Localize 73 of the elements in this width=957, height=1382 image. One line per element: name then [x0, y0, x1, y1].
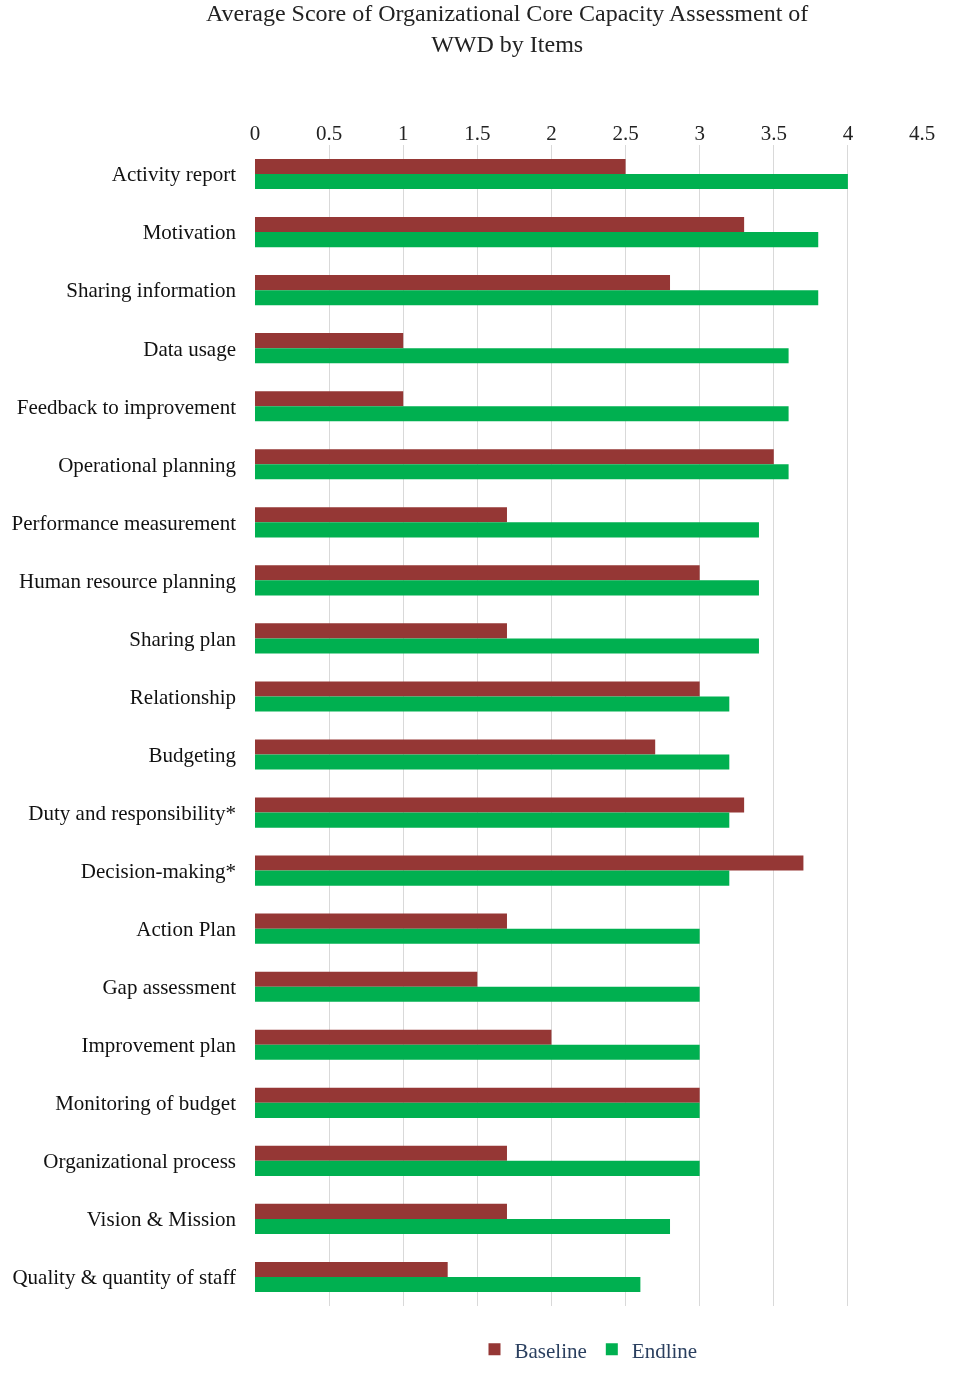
y-tick-label: Duty and responsibility*	[28, 800, 236, 825]
bar	[255, 1087, 700, 1103]
bar	[255, 232, 819, 248]
y-tick-label: Sharing plan	[129, 626, 237, 651]
bar	[255, 1276, 641, 1293]
y-tick-label: Vision & Mission	[86, 1207, 237, 1232]
bar	[255, 174, 848, 190]
bar	[255, 1145, 507, 1161]
bar	[255, 1102, 700, 1118]
x-tick-label: 3.5	[760, 120, 787, 145]
bar	[255, 348, 789, 364]
bar	[255, 1160, 700, 1176]
bar	[255, 1261, 448, 1277]
bar	[255, 507, 507, 523]
bar	[255, 391, 404, 407]
bar	[255, 565, 700, 581]
chart-title: Average Score of Organizational Core Capacity Assessment of WWD by Items	[206, 0, 809, 57]
bar	[255, 1218, 671, 1235]
bar	[255, 696, 730, 712]
bar	[255, 928, 700, 944]
y-tick-label: Human resource planning	[19, 568, 237, 593]
y-tick-label: Relationship	[129, 684, 236, 709]
y-tick-label: Monitoring of budget	[55, 1091, 237, 1116]
bar	[255, 797, 745, 813]
bar	[255, 870, 730, 886]
legend-label: Baseline	[514, 1338, 587, 1363]
bar	[255, 986, 700, 1002]
bar	[255, 623, 507, 639]
bar	[255, 449, 774, 465]
y-tick-label: Organizational process	[43, 1149, 236, 1174]
y-tick-label: Action Plan	[136, 917, 237, 942]
bar	[255, 638, 759, 654]
y-tick-label: Quality & quantity of staff	[12, 1265, 236, 1290]
y-tick-label: Data usage	[143, 336, 236, 361]
x-tick-label: 0.5	[315, 120, 343, 145]
bar	[255, 580, 759, 596]
x-tick-label: 0	[249, 120, 261, 145]
bar	[255, 290, 819, 306]
bar	[255, 1203, 507, 1219]
y-tick-label: Budgeting	[148, 742, 237, 767]
bar	[255, 158, 626, 175]
bar	[255, 464, 789, 480]
y-tick-label: Feedback to improvement	[16, 394, 237, 419]
bar	[255, 216, 745, 233]
y-tick-label: Sharing information	[66, 278, 237, 303]
x-tick-label: 4	[842, 120, 854, 145]
bar	[255, 1029, 552, 1045]
y-tick-label: Performance measurement	[11, 510, 237, 535]
y-tick-label: Improvement plan	[81, 1033, 237, 1058]
bar	[255, 855, 804, 871]
x-tick-label: 3	[694, 120, 705, 145]
bar	[255, 275, 671, 291]
y-tick-label: Operational planning	[58, 452, 237, 477]
bar	[255, 333, 404, 349]
bar	[255, 812, 730, 828]
y-tick-label: Decision-making*	[80, 858, 236, 883]
x-tick-label: 1.5	[464, 120, 491, 145]
bar	[255, 522, 759, 538]
bar	[255, 754, 730, 770]
y-tick-label: Activity report	[111, 162, 237, 187]
y-tick-label: Motivation	[142, 220, 237, 245]
bar	[255, 739, 656, 755]
y-tick-label: Gap assessment	[102, 975, 237, 1000]
bar	[255, 913, 507, 929]
x-tick-label: 2	[546, 120, 557, 145]
bar	[255, 681, 700, 697]
x-tick-label: 4.5	[908, 120, 936, 145]
x-tick-label: 1	[397, 120, 409, 145]
bar	[255, 1044, 700, 1060]
x-tick-label: 2.5	[612, 120, 639, 145]
bar	[255, 406, 789, 422]
legend-label: Endline	[631, 1338, 698, 1363]
bar	[255, 971, 478, 987]
